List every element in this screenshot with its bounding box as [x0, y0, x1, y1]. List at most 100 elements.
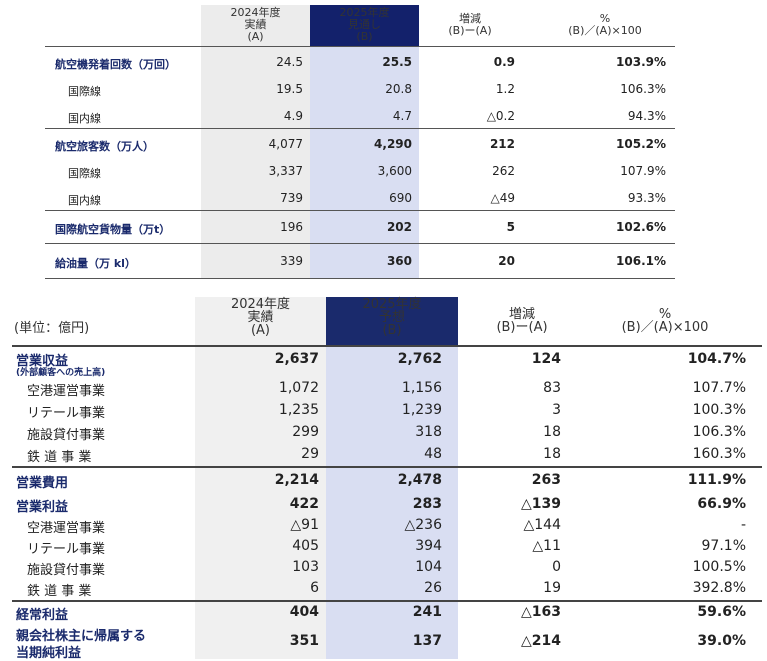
- top-row-a: 19.5: [276, 82, 303, 96]
- bottom-row-label: 経常利益: [16, 608, 69, 623]
- bottom-row-a: 351: [289, 633, 319, 649]
- unit-label: (単位：億円): [14, 321, 90, 336]
- bottom-row-net-income: 親会社株主に帰属する 当期純利益 351 137 △214 39.0%: [0, 625, 767, 661]
- bottom-row-label: 営業収益: [16, 354, 69, 369]
- top-row-pct: 94.3%: [627, 109, 666, 123]
- top-header-diff-formula: (B)ー(A): [448, 24, 492, 37]
- bottom-header-b-year: 2025年度: [362, 297, 422, 312]
- bottom-row-pct: 100.3%: [692, 402, 746, 418]
- bottom-row-op-expenses: 営業費用 2,214 2,478 263 111.9%: [0, 472, 767, 491]
- top-rule-1: [45, 128, 675, 129]
- bottom-header-a-year: 2024年度: [230, 297, 291, 312]
- top-row-b: 20.8: [385, 82, 412, 96]
- bottom-row-facility: 施設貸付事業 299 318 18 106.3%: [0, 424, 767, 443]
- top-row-label: 航空旅客数（万人）: [55, 140, 154, 153]
- top-col-a-bg: [201, 5, 310, 278]
- top-header-diff: 増減 (B)ー(A): [420, 13, 520, 37]
- bottom-row-a: 1,235: [278, 402, 319, 418]
- bottom-col-a-bg: [195, 297, 326, 659]
- top-row-diff: 212: [489, 137, 515, 151]
- top-header-b: 2025年度 見通し (B): [310, 7, 419, 43]
- top-row-cargo: 国際航空貨物量（万t） 196 202 5 102.6%: [0, 220, 767, 236]
- top-row-label: 国内線: [68, 194, 101, 207]
- top-row-diff: △0.2: [486, 109, 515, 123]
- bottom-row-b: △236: [404, 517, 443, 533]
- top-row-flights: 航空機発着回数（万回） 24.5 25.5 0.9 103.9%: [0, 55, 767, 71]
- top-header-pct: % (B)／(A)×100: [540, 13, 670, 37]
- top-row-a: 4.9: [283, 109, 303, 123]
- top-row-label: 国内線: [68, 112, 101, 125]
- top-row-diff: △49: [490, 191, 516, 205]
- top-row-label: 国際線: [68, 167, 101, 180]
- top-header-a: 2024年度 実績 (A): [201, 7, 310, 43]
- bottom-row-a: 6: [310, 580, 319, 596]
- bottom-row-pct: 66.9%: [697, 496, 746, 512]
- bottom-row-label: リテール事業: [27, 542, 106, 557]
- top-bottom-rule: [45, 278, 675, 279]
- bottom-row-diff: △144: [523, 517, 562, 533]
- top-row-label: 国際航空貨物量（万t）: [55, 223, 171, 236]
- top-row-flights-intl: 国際線 19.5 20.8 1.2 106.3%: [0, 82, 767, 98]
- top-header-a-code: (A): [247, 30, 264, 43]
- top-header-rule: [45, 46, 675, 47]
- bottom-header-b-kind: 予想: [378, 310, 405, 325]
- top-row-pct: 102.6%: [616, 220, 666, 234]
- bottom-row-b: 318: [415, 424, 442, 440]
- top-rule-3: [45, 243, 675, 244]
- bottom-row-diff: △163: [521, 604, 561, 620]
- bottom-row-railway-2: 鉄 道 事 業 6 26 19 392.8%: [0, 580, 767, 599]
- top-header-diff-title: 増減: [459, 12, 481, 25]
- bottom-row-op-income: 営業利益 422 283 △139 66.9%: [0, 496, 767, 515]
- bottom-row-label: 施設貸付事業: [27, 563, 106, 578]
- bottom-row-pct: -: [740, 517, 746, 533]
- top-row-flights-dom: 国内線 4.9 4.7 △0.2 94.3%: [0, 109, 767, 125]
- bottom-row-pct: 100.5%: [692, 559, 746, 575]
- bottom-row-b: 2,762: [397, 351, 442, 367]
- bottom-header-b-code: (B): [382, 323, 402, 338]
- bottom-row-pct: 111.9%: [687, 472, 746, 488]
- bottom-row-sublabel: (外部顧客への売上高): [16, 368, 106, 378]
- top-row-pct: 103.9%: [616, 55, 666, 69]
- bottom-row-b: 104: [415, 559, 442, 575]
- bottom-rule-2: [12, 600, 762, 602]
- bottom-header-a: 2024年度 実績 (A): [195, 298, 326, 337]
- bottom-row-diff: 18: [543, 446, 561, 462]
- top-header-a-year: 2024年度: [230, 6, 281, 19]
- top-header-b-code: (B): [356, 30, 373, 43]
- bottom-header-a-kind: 実績: [247, 310, 274, 325]
- bottom-row-a: 2,214: [274, 472, 319, 488]
- top-header-b-year: 2025年度: [339, 6, 390, 19]
- bottom-header-b: 2025年度 予想 (B): [326, 298, 458, 337]
- top-header-pct-formula: (B)／(A)×100: [568, 24, 642, 37]
- bottom-row-b: 48: [424, 446, 442, 462]
- bottom-row-diff: 124: [531, 351, 561, 367]
- bottom-row-airport: 空港運営事業 1,072 1,156 83 107.7%: [0, 380, 767, 399]
- bottom-header-pct-title: %: [658, 307, 672, 322]
- top-row-pct: 106.3%: [620, 82, 666, 96]
- bottom-row-diff: 83: [543, 380, 561, 396]
- top-row-label: 給油量（万 kl）: [55, 257, 136, 270]
- bottom-header-diff: 増減 (B)ー(A): [462, 308, 582, 334]
- bottom-row-a: 1,072: [278, 380, 319, 396]
- bottom-row-retail-2: リテール事業 405 394 △11 97.1%: [0, 538, 767, 557]
- bottom-row-retail: リテール事業 1,235 1,239 3 100.3%: [0, 402, 767, 421]
- top-row-pct: 93.3%: [627, 191, 666, 205]
- bottom-col-b-header-bg: [326, 297, 458, 346]
- bottom-row-a: 29: [301, 446, 319, 462]
- top-row-b: 4,290: [374, 137, 412, 151]
- bottom-row-revenue: 営業収益 (外部顧客への売上高) 2,637 2,762 124 104.7%: [0, 350, 767, 378]
- bottom-row-label: 営業利益: [16, 500, 69, 515]
- bottom-row-diff: △11: [532, 538, 561, 554]
- bottom-header-pct: % (B)／(A)×100: [590, 308, 740, 334]
- bottom-row-diff: △214: [521, 633, 561, 649]
- bottom-header-rule: [12, 345, 762, 347]
- top-row-passengers: 航空旅客数（万人） 4,077 4,290 212 105.2%: [0, 137, 767, 153]
- bottom-row-label: リテール事業: [27, 406, 106, 421]
- bottom-row-label: 空港運営事業: [27, 384, 106, 399]
- top-rule-2: [45, 210, 675, 211]
- bottom-row-b: 1,156: [401, 380, 442, 396]
- bottom-row-label: 鉄 道 事 業: [27, 450, 92, 465]
- bottom-row-a: 422: [289, 496, 319, 512]
- bottom-row-b: 394: [415, 538, 442, 554]
- bottom-row-a: 2,637: [274, 351, 319, 367]
